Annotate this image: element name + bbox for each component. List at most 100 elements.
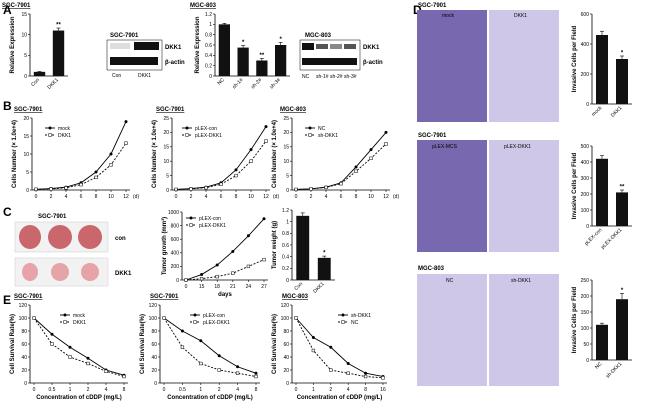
x-tick-label: 4 <box>65 194 68 200</box>
data-point <box>162 316 166 320</box>
data-point <box>50 332 54 336</box>
x-axis-label: Concentration of cDDP (mg/L) <box>297 395 383 401</box>
y-tick-label: 1000 <box>168 210 179 216</box>
y-tick-label: 1 <box>286 219 289 225</box>
y-tick-label: 1 <box>209 22 212 28</box>
data-point <box>346 362 350 365</box>
x-tick-label: 4 <box>347 387 350 393</box>
series-line <box>35 121 127 190</box>
data-point <box>49 187 53 191</box>
blot-band <box>344 44 356 49</box>
y-tick-label: 0.6 <box>282 243 289 249</box>
y-tick-label: 0 <box>24 74 27 80</box>
bar <box>616 192 628 226</box>
y-axis-label: Cell Survival Rate(%) <box>272 314 278 374</box>
bar <box>218 24 230 76</box>
data-point <box>50 342 54 346</box>
y-axis-label: Invasive Cells per Field <box>572 152 578 219</box>
bar <box>596 324 608 360</box>
x-tick-label: 2 <box>87 387 90 393</box>
y-axis-label: Invasive Cells per Field <box>572 286 578 353</box>
legend-label: DKK1 <box>58 133 71 139</box>
series-line <box>163 317 257 377</box>
y-tick-label: 5 <box>24 53 27 59</box>
data-point <box>262 257 266 262</box>
y-tick-label: 200 <box>581 192 590 198</box>
legend-marker <box>193 313 197 317</box>
panel-label-e: E <box>3 293 11 307</box>
data-point <box>199 276 204 281</box>
blot-band <box>302 58 357 65</box>
y-tick-label: 80 <box>283 329 289 335</box>
y-tick-label: 0.6 <box>205 43 212 49</box>
y-tick-label: 20 <box>151 368 157 374</box>
y-tick-label: 200 <box>581 294 590 300</box>
x-tick-label: 12 <box>383 194 389 200</box>
chart-title: MGC-803 <box>280 107 307 113</box>
x-tick-label: 2 <box>50 194 53 200</box>
data-point <box>364 371 368 375</box>
x-tick-label: pLEX-con <box>584 227 604 247</box>
y-tick-label: 80 <box>21 329 27 335</box>
y-tick-label: 800 <box>171 223 180 229</box>
x-tick-label: 8 <box>235 194 238 200</box>
y-tick-label: 15 <box>163 145 169 151</box>
data-point <box>79 182 83 187</box>
y-tick-label: 40 <box>283 355 289 361</box>
data-point <box>217 368 221 372</box>
blot-lane-label: DKK1 <box>138 73 151 79</box>
x-tick-label: sh-2# <box>250 77 263 90</box>
blot-protein-label: β-actin <box>165 60 185 66</box>
data-point <box>217 354 221 358</box>
micrograph-dkk1 <box>489 10 559 122</box>
legend-marker <box>185 126 189 130</box>
x-axis-label: days <box>218 292 232 298</box>
y-tick-label: 80 <box>151 329 157 335</box>
x-tick-label: 4 <box>236 387 239 393</box>
data-point <box>109 163 113 167</box>
y-tick-label: 300 <box>581 176 590 182</box>
x-tick-label: sh-DKK1 <box>605 361 624 380</box>
x-tick-label: DKK1 <box>312 281 326 295</box>
chart-b1-line: 0 5 10 15 20 Cells Number (× 1.0e+4) SGC-7901 0… <box>12 107 139 200</box>
bar <box>33 71 46 76</box>
micrograph-nc <box>417 274 487 386</box>
data-point <box>180 329 184 333</box>
y-tick-label: 500 <box>581 144 590 150</box>
significance-label: * <box>621 51 624 57</box>
chart-title: SGC-7901 <box>14 294 43 300</box>
x-tick-label: 1 <box>69 387 72 393</box>
data-point <box>369 148 373 152</box>
y-tick-label: 5 <box>286 173 289 179</box>
chart-title: MGC-803 <box>190 3 217 9</box>
tumor-cell-label: SGC-7901 <box>38 214 67 220</box>
y-tick-label: 10 <box>21 32 27 38</box>
y-tick-label: 200 <box>581 72 590 78</box>
y-axis-label: Cell Survival Rate(%) <box>10 314 16 374</box>
data-point <box>346 371 350 375</box>
y-tick-label: 400 <box>581 42 590 48</box>
y-tick-label: 0 <box>154 381 157 387</box>
legend-label: NC <box>351 320 359 326</box>
y-tick-label: 400 <box>581 160 590 166</box>
x-tick-label: 2 <box>310 194 313 200</box>
x-tick-label: 2 <box>329 387 332 393</box>
x-tick-label: 6 <box>220 194 223 200</box>
micrograph-sh-dkk1 <box>489 274 559 386</box>
data-point <box>231 249 235 253</box>
tumor-sample <box>78 225 102 249</box>
y-tick-label: 40 <box>151 355 157 361</box>
x-tick-label: 21 <box>230 284 236 290</box>
blot-band <box>316 44 328 49</box>
y-tick-label: 20 <box>21 368 27 374</box>
data-point <box>32 316 36 320</box>
panel-label-b: B <box>3 99 12 113</box>
series-line <box>295 132 387 190</box>
micrograph-label: mock <box>442 13 454 19</box>
significance-label: ** <box>260 53 265 59</box>
x-tick-label: NC <box>216 77 226 87</box>
chart-a1-bar: 0 5 10 15 Relative Expression SGC-7901 Con ** DK… <box>2 3 68 91</box>
x-tick-label: sh-1# <box>231 77 244 90</box>
x-axis-label: (d) <box>133 194 139 200</box>
